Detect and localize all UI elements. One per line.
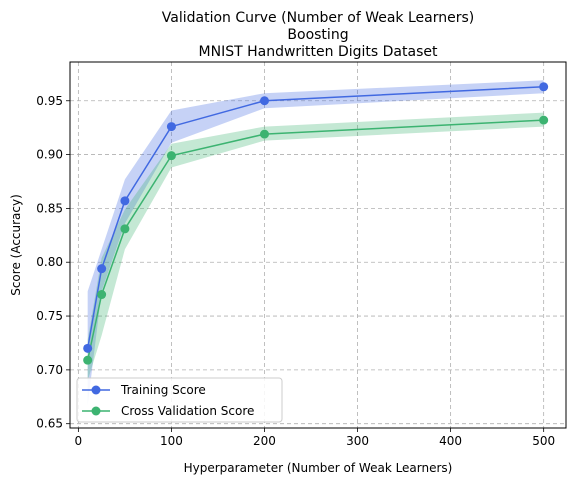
chart-title-line-2: Boosting: [287, 27, 348, 43]
x-tick-label: 200: [253, 434, 276, 448]
point-cross-validation: [120, 224, 130, 234]
line-cross-validation: [86, 119, 544, 361]
point-training: [83, 343, 93, 353]
x-tick-label: 300: [346, 434, 369, 448]
legend-box: [76, 377, 283, 423]
legend-marker-cross-validation: [91, 406, 101, 416]
legend-marker-training: [91, 385, 101, 395]
y-tick-label: 0.75: [36, 309, 63, 323]
point-training: [259, 96, 269, 106]
axis-ticks: 0 100 200 300 400 500 0.65 0.70 0.75 0.80 0.85 0.90…: [36, 94, 555, 448]
series-points: [83, 82, 549, 365]
legend-item-training: Training Score: [82, 383, 206, 397]
x-tick-label: 100: [160, 434, 183, 448]
point-training: [97, 264, 107, 274]
legend-label-training: Training Score: [120, 383, 206, 397]
y-tick-label: 0.80: [36, 255, 63, 269]
point-cross-validation: [97, 290, 107, 300]
confidence-bands: [87, 80, 544, 406]
x-tick-label: 500: [532, 434, 555, 448]
legend-label-cross-validation: Cross Validation Score: [121, 404, 254, 418]
x-tick-label: 0: [75, 434, 83, 448]
plot-frame: [69, 61, 567, 429]
x-axis-label: Hyperparameter (Number of Weak Learners): [184, 461, 453, 475]
point-cross-validation: [259, 129, 269, 139]
point-cross-validation: [166, 151, 176, 161]
point-training: [120, 196, 130, 206]
y-tick-label: 0.90: [36, 148, 63, 162]
y-axis-label: Score (Accuracy): [9, 194, 23, 296]
point-cross-validation: [539, 115, 549, 125]
chart-title-line-3: MNIST Handwritten Digits Dataset: [199, 44, 438, 60]
line-training: [86, 86, 544, 349]
point-training: [166, 122, 176, 132]
y-tick-label: 0.85: [36, 201, 63, 215]
series-lines: [86, 86, 544, 361]
y-tick-label: 0.95: [36, 94, 63, 108]
y-tick-label: 0.65: [36, 417, 63, 431]
x-tick-label: 400: [439, 434, 462, 448]
point-training: [539, 82, 549, 92]
chart-title: Validation Curve (Number of Weak Learner…: [162, 10, 474, 60]
legend-item-cross-validation: Cross Validation Score: [82, 404, 254, 418]
legend: Training Score Cross Validation Score: [76, 377, 283, 423]
grid: [70, 62, 566, 428]
y-tick-label: 0.70: [36, 363, 63, 377]
chart-title-line-1: Validation Curve (Number of Weak Learner…: [162, 10, 474, 26]
point-cross-validation: [83, 355, 93, 365]
